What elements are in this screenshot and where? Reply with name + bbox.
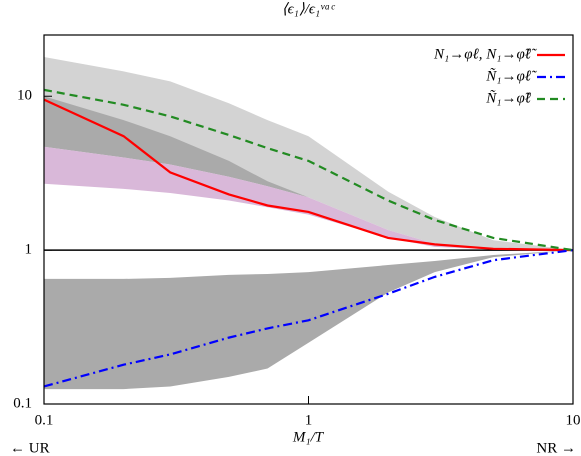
chart-title: ⟨ϵ₁⟩/ϵ₁ᵛᵃᶜ (282, 1, 336, 17)
series-line (43, 88, 574, 252)
x-tick-label: 0.1 (35, 412, 54, 428)
x-axis-label: M₁/T (292, 429, 325, 445)
annotation: NR → (536, 440, 576, 456)
series-line (43, 249, 574, 388)
band (44, 56, 573, 251)
y-tick-label: 0.1 (13, 395, 32, 411)
legend-label: N₁→φℓ, N₁→φ̃ℓ̃ (433, 46, 537, 62)
series-line (43, 98, 574, 252)
legend-label: Ñ₁→φ̃ℓ (485, 89, 531, 106)
band (44, 146, 573, 251)
x-tick-label: 10 (566, 412, 581, 428)
x-tick-label: 1 (305, 412, 313, 428)
annotation: ← UR (10, 440, 50, 456)
y-tick-label: 1 (25, 242, 33, 258)
legend-label: Ñ₁→φℓ̃ (485, 67, 537, 84)
y-tick-label: 10 (17, 88, 32, 104)
plot-frame (43, 34, 574, 405)
